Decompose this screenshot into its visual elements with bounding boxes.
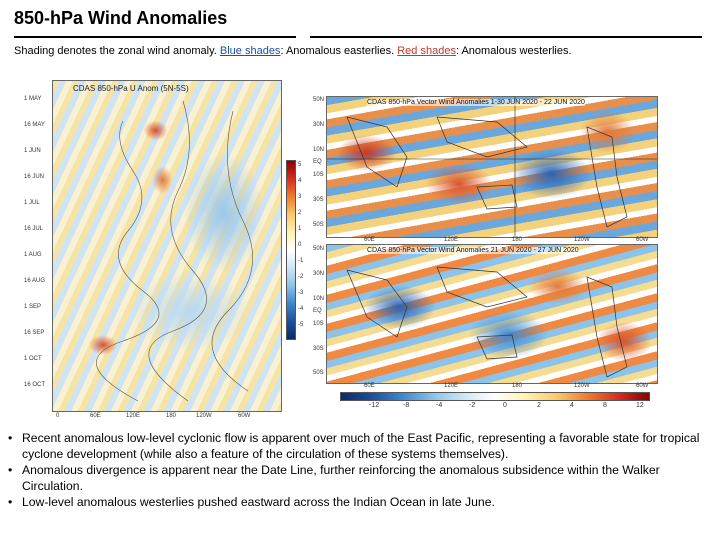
colorbar-label: 1 — [298, 226, 302, 232]
bullet-text: Low-level anomalous westerlies pushed ea… — [22, 495, 495, 509]
map-colorbar-label: 2 — [537, 402, 541, 409]
bullet-dot-icon: • — [8, 431, 13, 445]
colorbar-label: -3 — [298, 290, 304, 296]
colorbar-label: 0 — [298, 242, 302, 248]
blue-shades-link[interactable]: Blue shades — [219, 45, 281, 57]
y-label: 16 JUN — [24, 174, 45, 180]
lon-label: 180 — [512, 383, 523, 389]
blue-description: : Anomalous easterlies. — [280, 45, 398, 57]
x-label: 60E — [90, 413, 101, 419]
lon-label: 120E — [444, 383, 459, 389]
y-label: 16 SEP — [24, 330, 45, 336]
lon-label: 60E — [364, 237, 375, 243]
subtitle-prefix: Shading denotes the zonal wind anomaly. — [14, 45, 220, 57]
red-description: : Anomalous westerlies. — [455, 45, 572, 57]
bullet-item: • Low-level anomalous westerlies pushed … — [8, 494, 713, 510]
hovmoller-colorbar — [286, 160, 296, 340]
y-label: 16 JUL — [24, 226, 44, 232]
map-colorbar-label: -2 — [469, 402, 476, 409]
lat-label: 10N — [313, 296, 325, 302]
colorbar-label: 5 — [298, 162, 302, 168]
lat-label: 30N — [313, 122, 325, 128]
lon-label: 60W — [636, 383, 649, 389]
hovmoller-plot: CDAS 850-hPa U Anom (5N-5S) — [52, 80, 282, 412]
colorbar-label: -1 — [298, 258, 304, 264]
y-label: 1 SEP — [24, 304, 42, 310]
colorbar-label: 3 — [298, 194, 302, 200]
y-label: 1 OCT — [24, 356, 42, 362]
lon-label: 60E — [364, 383, 375, 389]
lat-label: 50S — [313, 222, 324, 228]
map-top-title: CDAS 850-hPa Vector Wind Anomalies 1-30 … — [367, 99, 585, 106]
map-colorbar — [340, 392, 650, 401]
lat-label: 10N — [313, 147, 325, 153]
lon-label: 120W — [574, 237, 590, 243]
bullet-dot-icon: • — [8, 495, 13, 509]
map-colorbar-label: -12 — [369, 402, 380, 409]
wind-anomaly-map-bottom: CDAS 850-hPa Vector Wind Anomalies 21 JU… — [326, 244, 658, 384]
y-label: 1 JUN — [24, 148, 41, 154]
lat-label: 50S — [313, 370, 324, 376]
bullet-item: • Recent anomalous low-level cyclonic fl… — [8, 430, 713, 462]
y-label: 16 MAY — [24, 122, 45, 128]
slide-title: 850-hPa Wind Anomalies — [14, 8, 228, 28]
map-colorbar-label: 4 — [570, 402, 574, 409]
x-label: 0 — [56, 413, 60, 419]
title-rule-left — [14, 36, 296, 38]
bullet-item: • Anomalous divergence is apparent near … — [8, 462, 713, 494]
lon-label: 60W — [636, 237, 649, 243]
subtitle: Shading denotes the zonal wind anomaly. … — [14, 45, 572, 57]
map-colorbar-label: -8 — [403, 402, 410, 409]
bullet-dot-icon: • — [8, 463, 13, 477]
lat-label: 30N — [313, 271, 325, 277]
x-label: 180 — [166, 413, 177, 419]
y-label: 1 JUL — [24, 200, 40, 206]
bullet-list: • Recent anomalous low-level cyclonic fl… — [8, 430, 713, 510]
x-label: 120W — [196, 413, 212, 419]
lat-label: EQ — [313, 159, 322, 165]
lon-label: 180 — [512, 237, 523, 243]
colorbar-label: -5 — [298, 322, 304, 328]
y-label: 1 MAY — [24, 96, 42, 102]
map-colorbar-label: 8 — [603, 402, 607, 409]
hovmoller-title: CDAS 850-hPa U Anom (5N-5S) — [73, 84, 189, 93]
bullet-text: Recent anomalous low-level cyclonic flow… — [22, 431, 700, 461]
lat-label: 10S — [313, 321, 324, 327]
colorbar-label: 4 — [298, 178, 302, 184]
colorbar-label: -4 — [298, 306, 304, 312]
title-rule-right — [310, 36, 702, 38]
lat-label: EQ — [313, 308, 322, 314]
colorbar-label: -2 — [298, 274, 304, 280]
map-colorbar-label: 0 — [503, 402, 507, 409]
lon-label: 120E — [444, 237, 459, 243]
y-label: 1 AUG — [24, 252, 42, 258]
x-label: 60W — [238, 413, 251, 419]
lat-label: 30S — [313, 197, 324, 203]
red-shades-link[interactable]: Red shades — [397, 45, 456, 57]
wind-anomaly-map-top: CDAS 850-hPa Vector Wind Anomalies 1-30 … — [326, 96, 658, 238]
lon-label: 120W — [574, 383, 590, 389]
lat-label: 30S — [313, 346, 324, 352]
y-label: 16 OCT — [24, 382, 46, 388]
colorbar-label: 2 — [298, 210, 302, 216]
y-label: 16 AUG — [24, 278, 46, 284]
x-label: 120E — [126, 413, 141, 419]
bullet-text: Anomalous divergence is apparent near th… — [22, 463, 660, 493]
lat-label: 10S — [313, 172, 324, 178]
lat-label: 50N — [313, 97, 325, 103]
map-colorbar-label: 12 — [636, 402, 644, 409]
map-bottom-title: CDAS 850-hPa Vector Wind Anomalies 21 JU… — [367, 247, 579, 254]
lat-label: 50N — [313, 246, 325, 252]
map-colorbar-label: -4 — [436, 402, 443, 409]
